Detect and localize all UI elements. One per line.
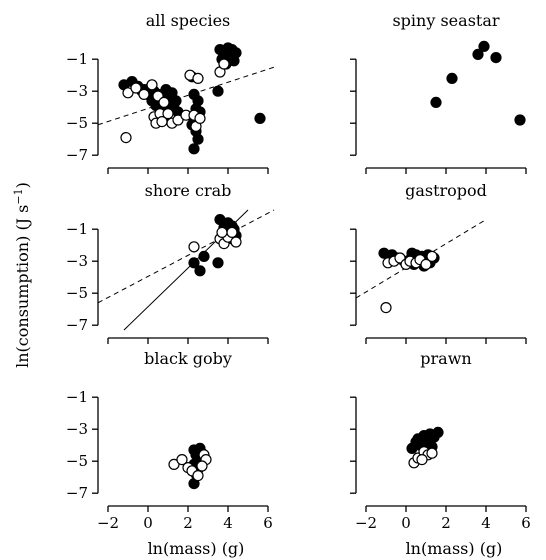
x-tick-label: 2 (183, 514, 193, 532)
open-point (416, 454, 428, 466)
filled-point (214, 43, 226, 56)
open-point (230, 236, 242, 248)
filled-point (198, 250, 210, 262)
open-point (196, 460, 208, 472)
open-point (226, 226, 238, 238)
x-tick-label: 6 (263, 514, 273, 532)
open-point (420, 258, 432, 270)
filled-point (490, 51, 502, 64)
panel-title: black goby (144, 349, 232, 368)
filled-point (188, 257, 200, 269)
open-point (130, 82, 142, 94)
y-tick-label: −1 (66, 388, 88, 406)
y-tick-label: −7 (66, 484, 88, 502)
x-tick-label: −2 (97, 514, 119, 532)
y-tick-label: −5 (66, 114, 88, 132)
open-point (218, 58, 230, 70)
open-point (172, 114, 184, 126)
panel-4: gastropod (350, 181, 527, 344)
panel-title: shore crab (145, 181, 232, 200)
filled-point (514, 114, 526, 126)
open-point (138, 88, 150, 101)
panel-6: prawn −2 0 2 4 6 (350, 349, 531, 532)
open-point (120, 132, 132, 144)
x-axis-label-left: ln(mass) (g) (148, 539, 245, 558)
open-point (188, 241, 200, 253)
y-tick-label: −3 (66, 82, 88, 100)
filled-point (192, 133, 204, 145)
filled-point (430, 96, 442, 109)
x-axis-label-right: ln(mass) (g) (406, 539, 503, 558)
y-axis-label: ln(consumption) (J s−1) (12, 182, 32, 368)
y-tick-label: −5 (66, 284, 88, 302)
x-tick-label: 0 (143, 514, 153, 532)
panel-title: spiny seastar (392, 11, 499, 30)
x-tick-label: 0 (401, 514, 411, 532)
x-tick-label: 2 (441, 514, 451, 532)
open-point (192, 72, 204, 85)
filled-point (212, 257, 224, 269)
dashed-fit-line (98, 209, 275, 304)
filled-point (432, 426, 444, 438)
panel-1: all species −1 −3 −5 −7 (66, 11, 275, 174)
y-tick-label: −3 (66, 252, 88, 270)
open-point (176, 454, 188, 466)
open-point (426, 447, 438, 459)
open-point (426, 250, 438, 262)
filled-point (446, 72, 458, 85)
dashed-fit-line (98, 66, 275, 126)
filled-point (188, 143, 200, 155)
y-tick-label: −7 (66, 146, 88, 164)
open-point (146, 79, 158, 91)
filled-point (212, 85, 224, 97)
panel-title: prawn (420, 349, 471, 368)
panel-5: black goby −1 −3 −5 −7 −2 0 2 4 6 (66, 349, 273, 532)
open-point (158, 96, 170, 109)
open-point (192, 470, 204, 482)
y-tick-label: −7 (66, 316, 88, 334)
filled-point (478, 40, 490, 53)
panels-group: all species −1 −3 −5 −7 spiny seastar shore cr… (66, 11, 531, 532)
filled-point (230, 47, 242, 59)
filled-point (412, 433, 424, 445)
panel-title: all species (146, 11, 231, 30)
y-tick-label: −1 (66, 50, 88, 68)
y-tick-label: −5 (66, 452, 88, 470)
open-point (380, 302, 392, 314)
y-axis-label-superscript: −1 (12, 188, 25, 204)
x-tick-label: 4 (481, 514, 491, 532)
x-tick-label: 4 (223, 514, 233, 532)
filled-point (472, 48, 484, 61)
x-tick-label: −2 (355, 514, 377, 532)
panel-2: spiny seastar (350, 11, 527, 174)
x-tick-label: 6 (521, 514, 531, 532)
filled-point (194, 265, 206, 277)
open-point (216, 226, 228, 238)
open-point (194, 112, 206, 125)
panel-title: gastropod (405, 181, 487, 200)
filled-point (254, 112, 266, 125)
open-point (162, 107, 174, 120)
open-point (122, 87, 134, 99)
panel-3: shore crab −1 −3 −5 −7 (66, 181, 275, 344)
open-point (168, 458, 180, 470)
y-tick-label: −1 (66, 220, 88, 238)
y-tick-label: −3 (66, 420, 88, 438)
filled-point (170, 95, 182, 107)
